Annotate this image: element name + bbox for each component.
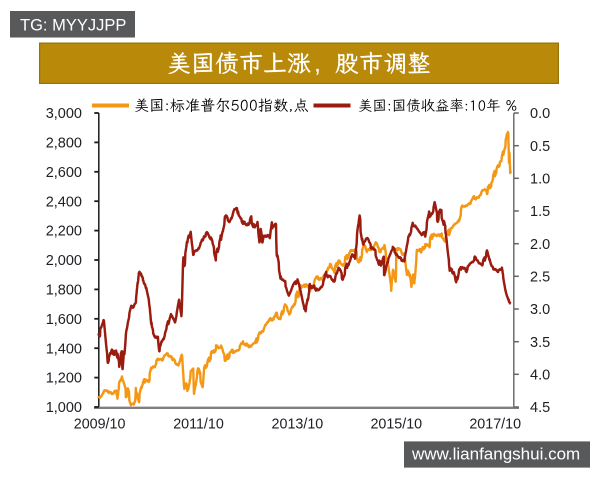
svg-text:2,800: 2,800 [46,136,82,152]
svg-text:,: , [314,50,321,78]
svg-text:2017/10: 2017/10 [469,416,521,432]
svg-text:3,000: 3,000 [46,106,82,122]
svg-text:2011/10: 2011/10 [173,416,224,432]
svg-text:2015/10: 2015/10 [370,416,422,432]
svg-text:3.0: 3.0 [530,302,550,318]
svg-text:1.5: 1.5 [530,204,550,220]
svg-text:www.lianfangshui.com: www.lianfangshui.com [411,445,580,464]
svg-text:4.0: 4.0 [530,367,550,383]
svg-text:1,600: 1,600 [46,312,82,328]
svg-text:1.0: 1.0 [530,171,550,187]
svg-text:1,000: 1,000 [46,400,82,416]
svg-text:1,400: 1,400 [46,341,82,357]
svg-text:2009/10: 2009/10 [74,416,126,432]
svg-text:2,400: 2,400 [46,194,82,210]
svg-text:3.5: 3.5 [530,335,550,351]
svg-text:4.5: 4.5 [530,400,550,416]
svg-text:1,800: 1,800 [46,283,82,299]
svg-text:2,600: 2,600 [46,165,82,181]
svg-text:2,000: 2,000 [46,253,82,269]
svg-text:2.5: 2.5 [530,269,550,285]
svg-text:0.5: 0.5 [530,139,550,155]
svg-text:0.0: 0.0 [530,106,550,122]
svg-text:TG: MYYJJPP: TG: MYYJJPP [20,17,126,35]
svg-text:2013/10: 2013/10 [272,416,324,432]
svg-text:2,200: 2,200 [46,224,82,240]
svg-text:1,200: 1,200 [46,371,82,387]
svg-text:2.0: 2.0 [530,237,550,253]
